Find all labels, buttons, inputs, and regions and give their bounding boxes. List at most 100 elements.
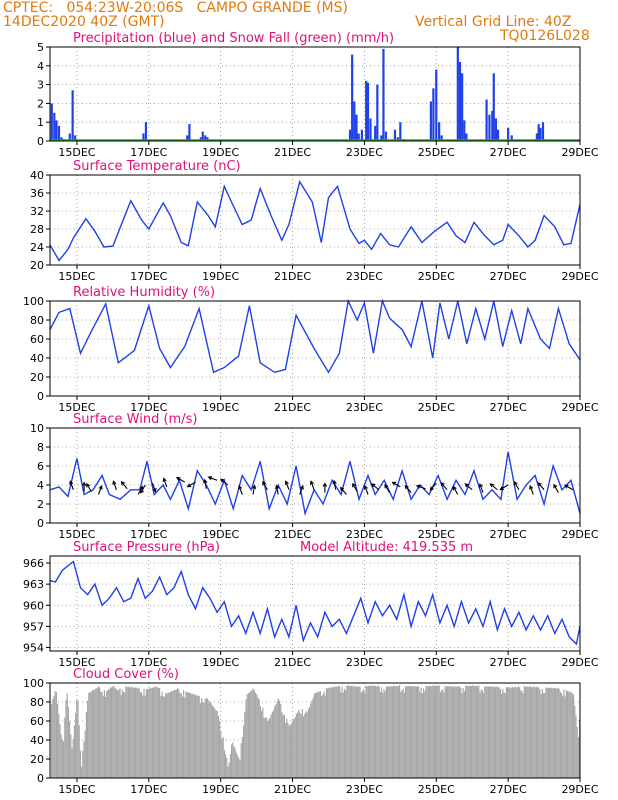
cloud-bar xyxy=(487,686,489,778)
cloud-bar xyxy=(129,687,131,778)
xtick-label-pressure: 17DEC xyxy=(130,656,167,669)
wind-arrow-head xyxy=(404,484,409,490)
panel-precip: Precipitation (blue) and Snow Fall (gree… xyxy=(46,31,581,145)
cloud-bar xyxy=(187,692,189,778)
cloud-bar xyxy=(541,688,543,778)
series-line-wind xyxy=(49,451,581,517)
cloud-bar xyxy=(370,686,372,778)
cloud-bar xyxy=(89,692,91,778)
cloud-bar xyxy=(237,755,239,778)
xtick-label-wind: 27DEC xyxy=(490,528,527,541)
ytick-label-cloud: 20 xyxy=(30,753,44,766)
cloud-bar xyxy=(427,686,429,778)
cloud-bar xyxy=(559,691,561,778)
wind-arrow xyxy=(553,484,559,493)
cloud-bar xyxy=(381,687,383,778)
cloud-bar xyxy=(342,692,344,778)
cloud-bar xyxy=(510,687,512,778)
wind-arrow xyxy=(430,482,437,491)
cloud-bar xyxy=(414,686,416,778)
cloud-bar xyxy=(304,713,306,778)
wind-arrow-head xyxy=(429,486,434,491)
cloud-bar xyxy=(253,690,255,778)
wind-arrow xyxy=(479,483,484,493)
ytick-label-cloud: 80 xyxy=(30,696,44,709)
wind-arrow-head xyxy=(69,480,74,485)
cloud-bar xyxy=(497,687,499,778)
cloud-bar xyxy=(270,714,272,778)
cloud-bar xyxy=(389,686,391,778)
wind-arrow-head xyxy=(440,481,445,487)
cloud-bar xyxy=(151,687,153,778)
ytick-label-wind: 4 xyxy=(37,479,44,492)
cloud-bar xyxy=(491,686,493,778)
cloud-bar xyxy=(532,686,534,778)
cloud-bar xyxy=(167,692,169,778)
cloud-bar xyxy=(461,693,463,778)
cloud-bar xyxy=(485,686,487,778)
series-line-temp xyxy=(49,180,581,262)
wind-arrow-head xyxy=(175,477,181,481)
cloud-bar xyxy=(295,713,297,778)
precip-bar xyxy=(68,133,71,141)
cloud-bar xyxy=(543,693,545,778)
cloud-bar xyxy=(262,707,264,778)
cloud-bar xyxy=(239,759,241,778)
cloud-bar xyxy=(339,686,341,778)
wind-arrow xyxy=(285,481,290,490)
xtick-label-temp: 25DEC xyxy=(418,270,455,283)
xtick-label-temp: 17DEC xyxy=(130,270,167,283)
wind-arrow-head xyxy=(220,478,225,483)
cloud-bar xyxy=(257,697,259,778)
xtick-label-rh: 15DEC xyxy=(58,401,95,414)
cloud-bar xyxy=(66,693,68,778)
cloud-bar xyxy=(384,691,386,778)
cloud-bar xyxy=(448,686,450,778)
precip-bar xyxy=(393,129,397,141)
cloud-bar xyxy=(85,711,87,778)
cloud-bar xyxy=(456,686,458,778)
xtick-label-rh: 17DEC xyxy=(130,401,167,414)
cloud-bar xyxy=(562,695,564,778)
cloud-bar xyxy=(240,743,242,778)
wind-arrow xyxy=(513,481,520,491)
xtick-label-precip: 15DEC xyxy=(58,146,95,159)
cloud-bar xyxy=(124,692,126,778)
xtick-label-wind: 19DEC xyxy=(202,528,239,541)
panel-temp: Surface Temperature (nC) xyxy=(46,159,581,269)
panel-title-pressure: Surface Pressure (hPa) xyxy=(73,540,220,555)
cloud-bar xyxy=(455,686,457,778)
cloud-bar xyxy=(463,691,465,778)
xtick-label-pressure: 27DEC xyxy=(490,656,527,669)
precip-bar xyxy=(57,125,61,141)
cloud-bar xyxy=(126,687,128,778)
cloud-bar xyxy=(474,685,476,778)
cloud-bar xyxy=(300,714,302,778)
cloud-bar xyxy=(226,758,228,778)
ytick-label-rh: 60 xyxy=(30,333,44,346)
cloud-bar xyxy=(465,686,467,778)
cloud-bar xyxy=(575,715,577,778)
cloud-bar xyxy=(369,685,371,778)
cloud-bar xyxy=(349,685,351,778)
cloud-bar xyxy=(311,700,313,778)
cloud-bar xyxy=(299,712,301,778)
cloud-bar xyxy=(431,686,433,778)
cloud-bar xyxy=(340,692,342,778)
wind-arrow xyxy=(112,481,117,490)
precip-bar xyxy=(440,135,443,141)
wind-arrow-head xyxy=(529,484,534,490)
ytick-label-wind: 0 xyxy=(37,517,44,530)
cloud-bar xyxy=(432,685,434,778)
cloud-bar xyxy=(335,686,337,778)
ytick-label-wind: 10 xyxy=(30,422,44,435)
wind-arrow xyxy=(340,487,347,495)
precip-bar xyxy=(71,90,74,141)
cloud-bar xyxy=(306,712,308,778)
cloud-bar xyxy=(498,687,500,778)
precip-bar xyxy=(357,133,360,141)
cloud-bar xyxy=(511,686,513,778)
cloud-bar xyxy=(61,739,63,778)
cloud-bar xyxy=(457,686,459,778)
xtick-label-wind: 23DEC xyxy=(346,528,383,541)
